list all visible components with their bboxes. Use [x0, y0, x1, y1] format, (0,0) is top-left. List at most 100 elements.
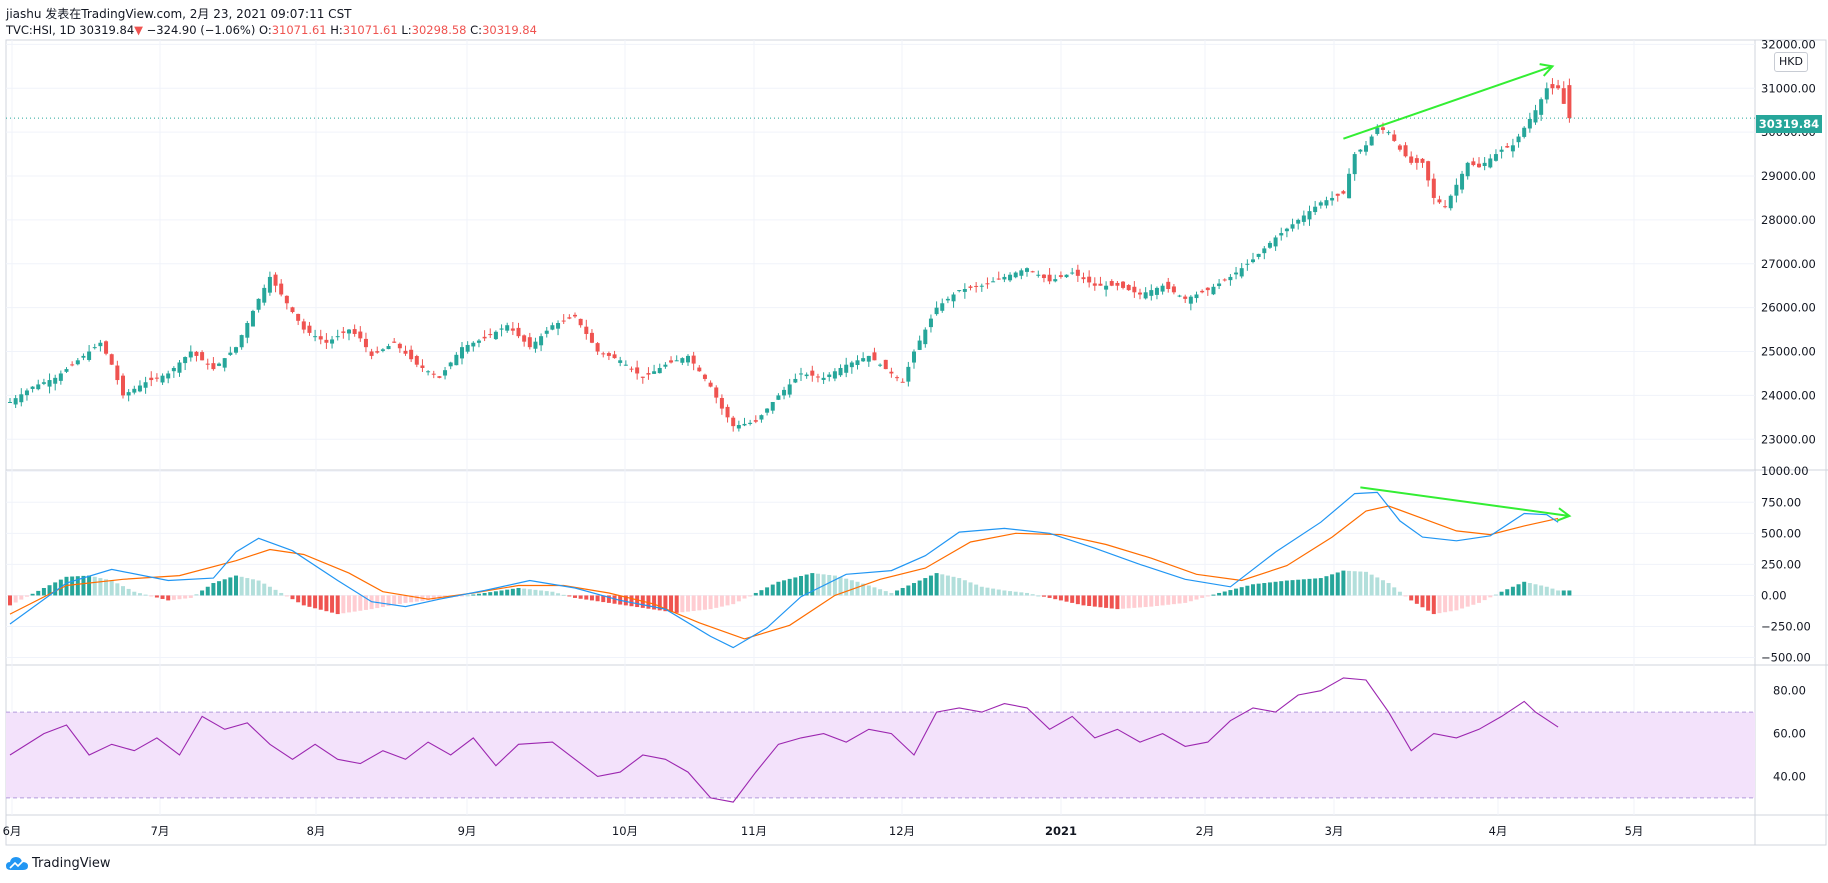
- macd-histogram-bar: [612, 595, 617, 604]
- candle-body: [934, 307, 939, 315]
- rsi-tick-label: 40.00: [1773, 769, 1806, 783]
- open-label: O:: [259, 23, 272, 37]
- macd-histogram-bar: [657, 595, 662, 611]
- candle-body: [1352, 154, 1357, 175]
- candle-body: [262, 287, 267, 303]
- macd-histogram-bar: [200, 590, 205, 596]
- candle-body: [1273, 237, 1278, 247]
- macd-histogram-bar: [516, 587, 521, 596]
- candle-body: [352, 329, 357, 334]
- candle-body: [1245, 263, 1250, 265]
- candle-body: [539, 336, 544, 346]
- macd-histogram-bar: [669, 595, 674, 613]
- macd-histogram-bar: [290, 595, 295, 600]
- macd-histogram-bar: [104, 579, 109, 596]
- macd-histogram-bar: [1448, 595, 1453, 612]
- candle-body: [827, 374, 832, 377]
- macd-histogram-bar: [1081, 595, 1086, 606]
- candle-body: [702, 374, 707, 379]
- rsi-line: [9, 677, 1559, 803]
- candle-body: [1104, 285, 1109, 290]
- macd-histogram-bar: [137, 593, 142, 596]
- macd-tick-label: 750.00: [1761, 495, 1801, 509]
- macd-histogram-bar: [799, 575, 803, 596]
- currency-badge[interactable]: HKD: [1774, 52, 1808, 72]
- macd-histogram-bar: [759, 590, 764, 596]
- macd-histogram-bar: [1171, 595, 1176, 605]
- macd-histogram-bar: [1200, 595, 1205, 598]
- candle-body: [1047, 274, 1052, 282]
- brand-logo[interactable]: TradingView: [6, 856, 111, 871]
- candle-body: [1121, 281, 1126, 288]
- candle-body: [392, 341, 397, 343]
- last-price-tag: 30319.84: [1756, 115, 1822, 133]
- candle-body: [1149, 290, 1154, 296]
- macd-histogram-bar: [414, 595, 419, 602]
- price-tick-label: 24000.00: [1761, 388, 1816, 402]
- candle-body: [951, 294, 956, 302]
- candle-body: [1522, 127, 1527, 137]
- candle-body: [849, 362, 854, 368]
- candle-body: [1307, 211, 1312, 220]
- candle-body: [1324, 200, 1329, 206]
- candle-body: [674, 360, 679, 362]
- candle-body: [160, 375, 165, 383]
- candle-body: [1143, 292, 1148, 299]
- macd-histogram-bar: [895, 590, 900, 596]
- macd-histogram-bar: [1397, 591, 1402, 596]
- macd-histogram-bar: [1284, 580, 1289, 596]
- macd-histogram-bar: [1188, 595, 1193, 602]
- macd-histogram-bar: [1228, 590, 1233, 596]
- macd-histogram-bar: [313, 595, 318, 609]
- macd-histogram-bar: [601, 595, 606, 603]
- macd-histogram-bar: [1522, 581, 1527, 596]
- macd-histogram-bar: [273, 589, 278, 596]
- macd-histogram-bar: [493, 591, 498, 596]
- macd-histogram-bar: [143, 594, 148, 596]
- candle-body: [53, 377, 58, 384]
- candle-body: [1279, 233, 1284, 236]
- macd-trend-arrow: [1360, 486, 1570, 517]
- macd-histogram-bar: [301, 595, 306, 606]
- macd-histogram-bar: [1544, 586, 1549, 596]
- macd-histogram-bar: [1352, 571, 1357, 596]
- macd-histogram-bar: [397, 595, 402, 604]
- candle-body: [1098, 283, 1103, 286]
- candle-body: [945, 298, 950, 301]
- macd-histogram-bar: [714, 595, 719, 608]
- candle-body: [872, 352, 877, 361]
- macd-histogram-bar: [81, 575, 86, 596]
- candle-body: [742, 423, 747, 426]
- candle-body: [109, 354, 114, 365]
- candle-body: [962, 289, 967, 292]
- candle-body: [589, 332, 594, 343]
- brand-name: TradingView: [32, 856, 111, 871]
- candle-body: [1251, 259, 1255, 263]
- price-trend-arrow-head: [1539, 63, 1555, 77]
- macd-histogram-bar: [1262, 583, 1267, 596]
- time-tick-label: 9月: [458, 824, 477, 838]
- macd-histogram-bar: [279, 592, 284, 596]
- macd-histogram-bar: [748, 595, 753, 597]
- macd-histogram-bar: [1527, 583, 1532, 596]
- candle-body: [595, 343, 600, 352]
- macd-histogram-bar: [1256, 583, 1261, 596]
- cloud-icon: [6, 856, 28, 870]
- time-tick-label: 5月: [1625, 824, 1644, 838]
- candle-body: [115, 365, 120, 381]
- macd-histogram-bar: [923, 578, 928, 596]
- candle-body: [522, 335, 527, 342]
- candle-body: [245, 323, 250, 338]
- macd-histogram-bar: [228, 577, 233, 596]
- candle-body: [1369, 136, 1374, 146]
- symbol-label[interactable]: TVC:HSI, 1D: [6, 23, 76, 37]
- candle-body: [1358, 149, 1363, 152]
- candle-body: [205, 363, 210, 365]
- macd-histogram-bar: [1301, 579, 1306, 596]
- candle-body: [1364, 145, 1368, 152]
- macd-histogram-bar: [335, 595, 340, 615]
- macd-histogram-bar: [1234, 588, 1239, 596]
- macd-histogram-bar: [1465, 595, 1470, 607]
- candle-body: [397, 343, 402, 349]
